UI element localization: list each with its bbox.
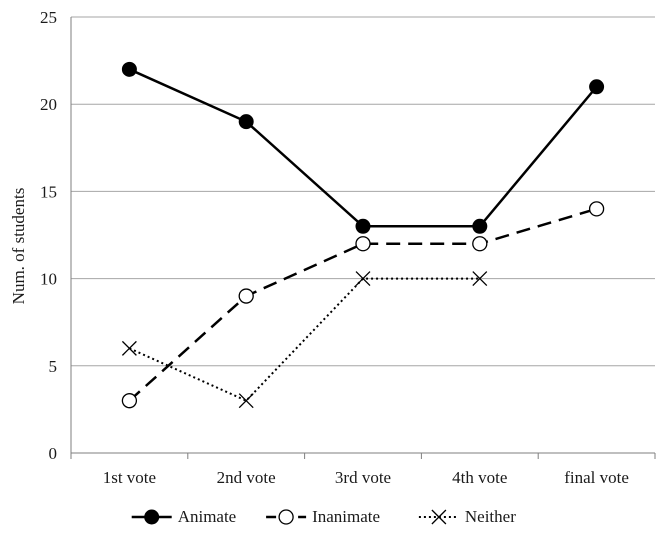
y-tick-label-0: 0 bbox=[49, 444, 58, 463]
point-animate-2 bbox=[355, 218, 371, 234]
point-animate-0 bbox=[121, 61, 137, 77]
legend-marker-animate bbox=[144, 509, 160, 525]
point-inanimate-2 bbox=[355, 236, 371, 252]
y-tick-label-25: 25 bbox=[40, 8, 57, 27]
series-inanimate bbox=[121, 201, 605, 409]
legend-label-inanimate: Inanimate bbox=[312, 507, 380, 526]
legend-entry-neither: Neither bbox=[418, 507, 516, 526]
legend-label-animate: Animate bbox=[178, 507, 237, 526]
x-tick-labels: 1st vote 2nd vote 3rd vote 4th vote final vo… bbox=[103, 468, 629, 487]
point-animate-3 bbox=[472, 218, 488, 234]
series-neither bbox=[121, 271, 488, 409]
legend: Animate Inanimate Neither bbox=[131, 507, 516, 526]
legend-label-neither: Neither bbox=[465, 507, 516, 526]
series-line-neither bbox=[128, 277, 480, 402]
point-animate-4 bbox=[589, 79, 605, 95]
point-neither-1 bbox=[238, 393, 254, 409]
point-neither-2 bbox=[355, 271, 371, 287]
x-tick-label-0: 1st vote bbox=[103, 468, 156, 487]
gridlines bbox=[71, 16, 655, 367]
point-animate-1 bbox=[238, 114, 254, 130]
y-tick-label-20: 20 bbox=[40, 95, 57, 114]
y-tick-label-5: 5 bbox=[49, 357, 58, 376]
series-layer bbox=[121, 61, 605, 409]
x-tick-label-3: 4th vote bbox=[452, 468, 507, 487]
axes bbox=[70, 17, 656, 459]
point-inanimate-0 bbox=[121, 393, 138, 409]
x-tick-label-2: 3rd vote bbox=[335, 468, 391, 487]
point-neither-3 bbox=[472, 271, 488, 287]
legend-entry-inanimate: Inanimate bbox=[266, 507, 380, 526]
series-animate bbox=[121, 61, 605, 234]
point-neither-0 bbox=[121, 340, 137, 356]
x-tick-label-4: final vote bbox=[564, 468, 629, 487]
x-tick-label-1: 2nd vote bbox=[217, 468, 276, 487]
point-inanimate-1 bbox=[238, 288, 254, 304]
y-axis-title: Num. of students bbox=[9, 188, 28, 305]
series-line-animate bbox=[128, 68, 598, 228]
point-inanimate-3 bbox=[472, 236, 488, 252]
y-tick-label-10: 10 bbox=[40, 270, 57, 289]
y-tick-label-15: 15 bbox=[40, 182, 57, 201]
legend-entry-animate: Animate bbox=[131, 507, 237, 526]
legend-marker-neither bbox=[431, 509, 447, 525]
y-tick-labels: 0 5 10 15 20 25 bbox=[40, 8, 57, 463]
series-line-inanimate bbox=[128, 207, 597, 402]
legend-marker-inanimate bbox=[278, 509, 294, 525]
point-inanimate-4 bbox=[588, 201, 605, 217]
